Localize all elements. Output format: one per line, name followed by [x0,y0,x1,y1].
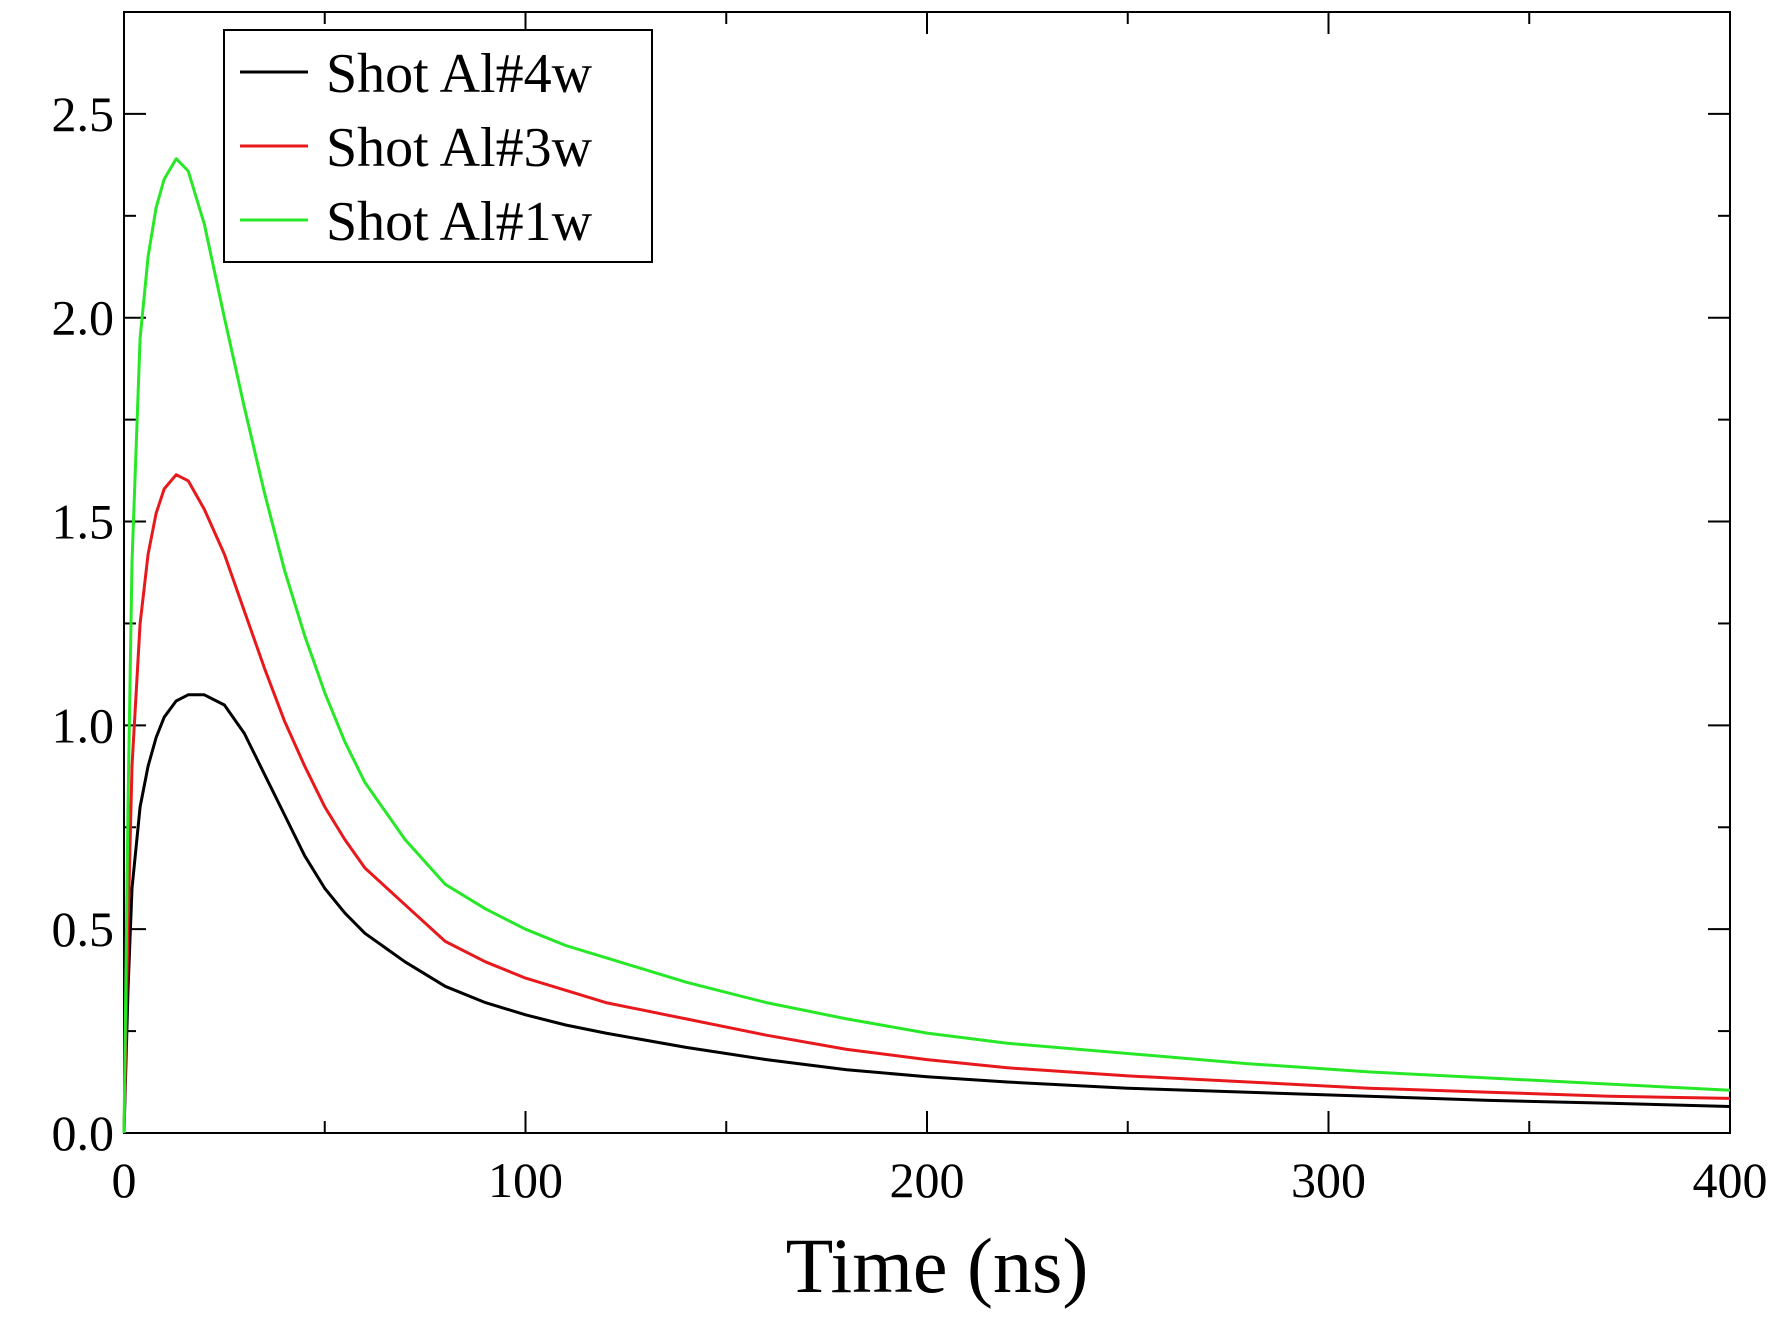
axis-tick-labels: 0 100 200 300 400 0.0 0.5 1.0 1.5 2.0 2.5 [52,86,1768,1208]
x-tick-label: 200 [890,1152,965,1208]
legend: Shot Al#4w Shot Al#3w Shot Al#1w [223,29,653,263]
series-line-2 [122,473,1731,1134]
x-tick-label: 400 [1693,1152,1768,1208]
y-tick-label: 0.5 [52,901,115,957]
y-tick-label: 2.5 [52,86,115,142]
legend-label: Shot Al#4w [326,43,593,105]
legend-label: Shot Al#3w [326,117,593,179]
y-tick-label: 1.0 [52,697,115,753]
series-line-1 [122,693,1731,1134]
y-tick-label: 1.5 [52,494,115,550]
x-axis-label: Time (ns) [786,1222,1089,1309]
y-tick-label: 0.0 [52,1105,115,1161]
x-tick-label: 300 [1291,1152,1366,1208]
y-tick-label: 2.0 [52,290,115,346]
x-tick-label: 100 [488,1152,563,1208]
legend-label: Shot Al#1w [326,191,593,253]
series-line-3 [122,157,1731,1134]
series-lines [122,157,1731,1134]
x-tick-label: 0 [112,1152,137,1208]
